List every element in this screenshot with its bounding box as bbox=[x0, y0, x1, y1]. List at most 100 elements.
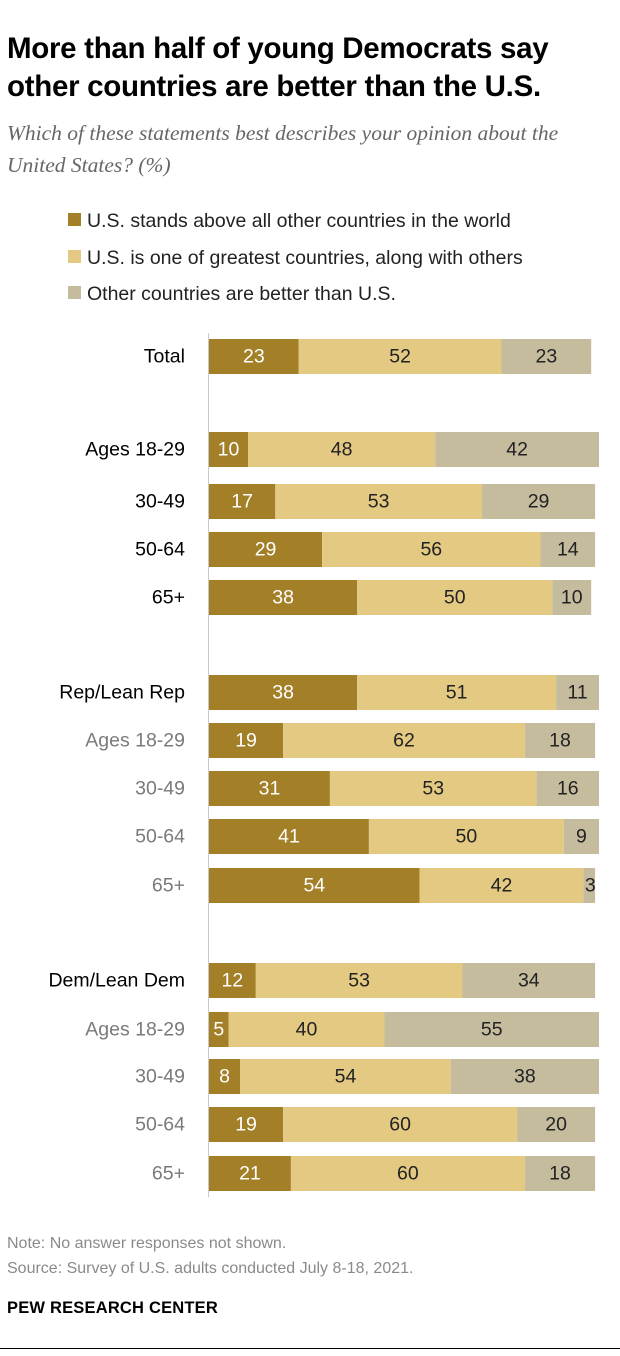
bar-segment bbox=[536, 771, 599, 806]
data-label: 42 bbox=[491, 875, 513, 897]
bar-segment bbox=[552, 580, 592, 615]
data-label: 50 bbox=[444, 587, 466, 609]
bar-segment bbox=[384, 1012, 599, 1047]
data-label: 31 bbox=[259, 778, 281, 800]
row-label: 30-49 bbox=[135, 1066, 185, 1088]
legend-item-one-of-greatest: U.S. is one of greatest countries, along… bbox=[68, 245, 523, 271]
bar-segment bbox=[298, 339, 502, 374]
data-label: 40 bbox=[296, 1019, 318, 1041]
data-label: 38 bbox=[514, 1066, 536, 1088]
data-label: 23 bbox=[243, 346, 265, 368]
data-label: 53 bbox=[368, 491, 390, 513]
bar-segment bbox=[248, 432, 436, 467]
data-label: 50 bbox=[456, 826, 478, 848]
data-label: 19 bbox=[235, 1114, 257, 1136]
bar-segment bbox=[228, 1012, 385, 1047]
bar-segment bbox=[209, 868, 420, 903]
row-label: Dem/Lean Dem bbox=[48, 970, 185, 992]
data-label: 60 bbox=[397, 1163, 419, 1185]
row-label: 30-49 bbox=[135, 778, 185, 800]
data-label: 54 bbox=[303, 875, 325, 897]
bar-segment bbox=[322, 532, 541, 567]
data-label: 19 bbox=[235, 730, 257, 752]
data-label: 10 bbox=[561, 587, 583, 609]
bar-segment bbox=[419, 868, 584, 903]
chart-subtitle: Which of these statements best describes… bbox=[7, 121, 559, 177]
bar-segment bbox=[209, 675, 358, 710]
bar-segment bbox=[524, 723, 596, 758]
legend-item-stands-above: U.S. stands above all other countries in… bbox=[68, 208, 511, 234]
bar-segment bbox=[255, 963, 463, 998]
bar-segment bbox=[209, 484, 276, 519]
data-label: 14 bbox=[557, 539, 579, 561]
bar-segment bbox=[501, 339, 592, 374]
legend-label-one-of-greatest: U.S. is one of greatest countries, along… bbox=[87, 247, 523, 269]
data-label: 53 bbox=[422, 778, 444, 800]
data-label: 5 bbox=[213, 1019, 224, 1041]
bottom-rule bbox=[0, 1348, 620, 1349]
data-label: 48 bbox=[331, 439, 353, 461]
bar-segment bbox=[240, 1059, 451, 1094]
bar-segment bbox=[209, 1156, 291, 1191]
footer-note: Note: No answer responses not shown. bbox=[7, 1235, 287, 1252]
bar-segment bbox=[209, 963, 256, 998]
data-label: 34 bbox=[518, 970, 540, 992]
legend-swatch-one-of-greatest bbox=[68, 250, 81, 264]
footer-source: Source: Survey of U.S. adults conducted … bbox=[7, 1260, 414, 1277]
bar-segment bbox=[329, 771, 537, 806]
data-label: 38 bbox=[272, 682, 294, 704]
bar-segment bbox=[209, 432, 248, 467]
data-label: 20 bbox=[545, 1114, 567, 1136]
data-label: 11 bbox=[567, 682, 587, 704]
bar-segment bbox=[357, 580, 553, 615]
bar-segment bbox=[583, 868, 596, 903]
row-label: Ages 18-29 bbox=[85, 730, 185, 752]
data-label: 18 bbox=[549, 730, 571, 752]
data-label: 62 bbox=[393, 730, 415, 752]
bar-segment bbox=[275, 484, 482, 519]
bar-segment bbox=[435, 432, 599, 467]
legend-label-stands-above: U.S. stands above all other countries in… bbox=[87, 210, 511, 232]
brand-name: PEW RESEARCH CENTER bbox=[7, 1299, 218, 1317]
row-label: 65+ bbox=[152, 587, 185, 609]
bar-segment bbox=[357, 675, 557, 710]
bar-segment bbox=[209, 339, 299, 374]
row-label: 50-64 bbox=[135, 1114, 185, 1136]
data-label: 60 bbox=[389, 1114, 411, 1136]
row-label: Rep/Lean Rep bbox=[59, 682, 185, 704]
data-label: 55 bbox=[481, 1019, 503, 1041]
bar-segment bbox=[209, 580, 358, 615]
data-label: 18 bbox=[549, 1163, 571, 1185]
data-label: 41 bbox=[278, 826, 300, 848]
row-label: 50-64 bbox=[135, 826, 185, 848]
bar-segment bbox=[209, 819, 369, 854]
bar-segment bbox=[209, 723, 284, 758]
legend-swatch-others-better bbox=[68, 286, 81, 300]
bar-segment bbox=[209, 1059, 241, 1094]
data-label: 23 bbox=[535, 346, 557, 368]
row-label: Ages 18-29 bbox=[85, 439, 185, 461]
row-label: Total bbox=[144, 346, 185, 368]
bar-segment bbox=[450, 1059, 599, 1094]
data-label: 21 bbox=[239, 1163, 261, 1185]
bar-segment bbox=[209, 1012, 229, 1047]
row-label: 65+ bbox=[152, 875, 185, 897]
legend-item-others-better: Other countries are better than U.S. bbox=[68, 281, 396, 307]
data-label: 9 bbox=[576, 826, 587, 848]
bar-segment bbox=[290, 1156, 525, 1191]
data-label: 16 bbox=[557, 778, 579, 800]
data-label: 54 bbox=[335, 1066, 357, 1088]
data-label: 51 bbox=[446, 682, 468, 704]
row-label: 50-64 bbox=[135, 539, 185, 561]
bar-segment bbox=[209, 1107, 284, 1142]
data-label: 53 bbox=[348, 970, 370, 992]
data-label: 8 bbox=[219, 1066, 230, 1088]
data-label: 3 bbox=[585, 875, 596, 897]
row-label: 30-49 bbox=[135, 491, 185, 513]
bar-segment bbox=[283, 1107, 518, 1142]
bar-segment bbox=[524, 1156, 596, 1191]
row-label: Ages 18-29 bbox=[85, 1019, 185, 1041]
bar-segment bbox=[209, 532, 323, 567]
data-label: 29 bbox=[528, 491, 550, 513]
bar-segment bbox=[517, 1107, 596, 1142]
